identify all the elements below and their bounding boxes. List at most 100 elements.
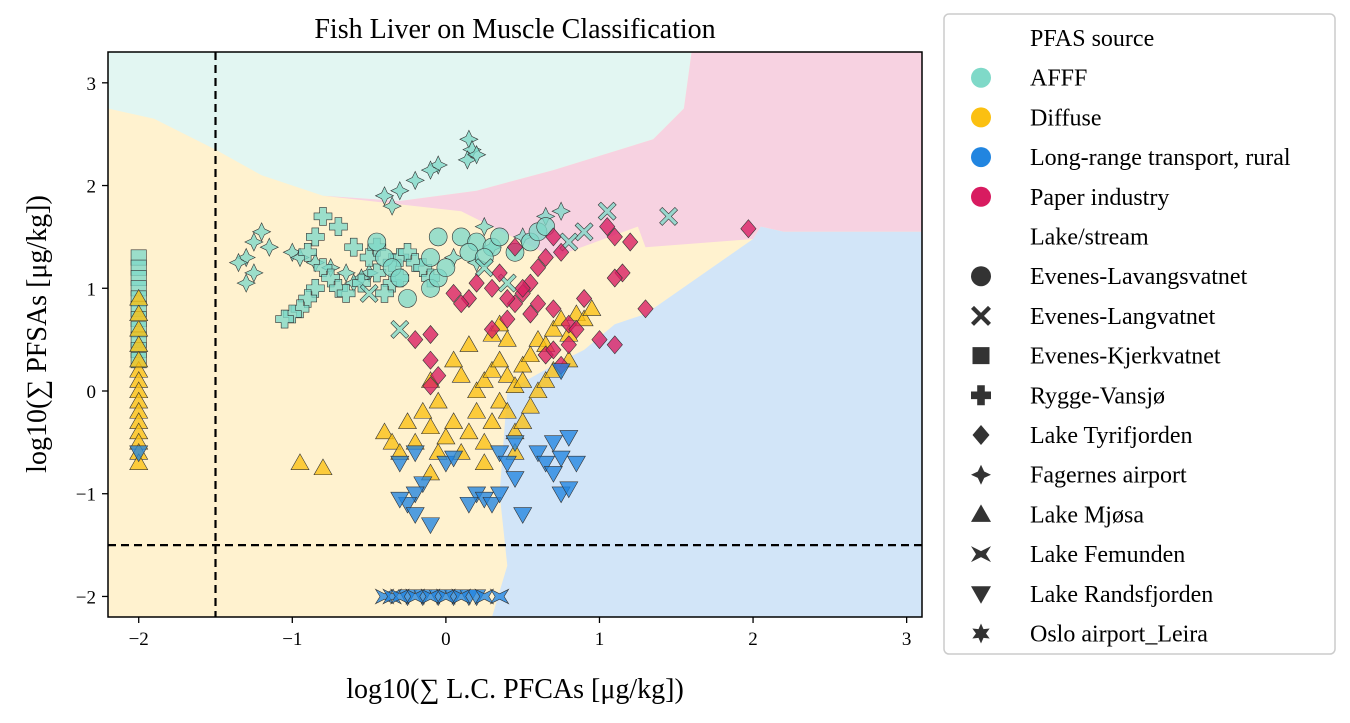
- scatter-point: [413, 476, 433, 494]
- scatter-point: [482, 360, 502, 378]
- legend-label: Fagernes airport: [1030, 463, 1187, 489]
- legend-swatch: [971, 107, 991, 128]
- scatter-point: [451, 365, 471, 383]
- scatter-point: [244, 232, 264, 252]
- y-tick-label: −1: [76, 485, 96, 506]
- x-axis-ticks: −2 −1 0 1 2 3: [129, 617, 911, 650]
- scatter-point: [428, 227, 448, 247]
- scatter-point: [428, 442, 448, 460]
- scatter-point: [536, 371, 556, 388]
- scatter-point: [129, 319, 149, 337]
- scatter-point: [382, 432, 402, 450]
- scatter-point: [551, 201, 571, 221]
- scatter-point: [389, 588, 410, 605]
- legend-label: Evenes-Langvatnet: [1030, 304, 1216, 330]
- scatter-point: [420, 463, 441, 481]
- scatter-point: [459, 496, 479, 514]
- scatter-point: [374, 186, 395, 206]
- scatter-point: [576, 289, 593, 308]
- scatter-point: [374, 422, 395, 440]
- scatter-point: [390, 319, 410, 339]
- scatter-point: [543, 466, 563, 483]
- scatter-point: [444, 412, 464, 429]
- scatter-point: [251, 222, 272, 242]
- scatter-point: [445, 283, 462, 303]
- scatter-point: [405, 253, 425, 272]
- scatter-point: [543, 319, 563, 337]
- scatter-point: [466, 144, 487, 165]
- scatter-point: [505, 435, 525, 453]
- scatter-point: [528, 445, 548, 463]
- scatter-point: [483, 278, 501, 298]
- scatter-point: [405, 486, 425, 504]
- scatter-point: [568, 319, 585, 339]
- scatter-point: [282, 242, 303, 263]
- legend: PFAS source AFFF Diffuse Long-range transpo…: [943, 13, 1336, 655]
- scatter-point: [597, 201, 617, 221]
- scatter-point: [560, 335, 577, 355]
- scatter-point: [490, 391, 510, 409]
- legend-swatch: [971, 67, 991, 88]
- scatter-point: [428, 391, 448, 409]
- scatter-point: [390, 268, 410, 288]
- x-tick-label: 2: [748, 629, 758, 650]
- legend-marker: [972, 623, 990, 644]
- scatter-point: [536, 217, 556, 236]
- legend-label: Long-range transport, rural: [1030, 145, 1291, 171]
- scatter-point: [359, 283, 379, 303]
- scatter-point: [543, 435, 563, 453]
- scatter-point: [490, 350, 510, 368]
- legend-marker: [972, 347, 990, 365]
- scatter-point: [436, 427, 456, 445]
- scatter-point: [482, 496, 502, 514]
- scatter-point: [129, 288, 149, 306]
- y-tick-label: 2: [87, 177, 97, 198]
- x-tick-label: −1: [282, 629, 302, 650]
- scatter-point: [453, 294, 470, 314]
- scatter-point: [397, 412, 418, 429]
- scatter-point: [129, 350, 149, 368]
- scatter-point: [367, 263, 387, 283]
- scatter-point: [490, 486, 510, 504]
- scatter-point: [467, 401, 487, 419]
- legend-marker: [971, 385, 991, 406]
- scatter-point: [290, 453, 310, 470]
- scatter-point: [514, 278, 531, 298]
- y-tick-label: 3: [87, 74, 97, 95]
- scatter-point: [305, 278, 325, 298]
- scatter-point: [491, 263, 508, 283]
- scatter-point: [390, 180, 410, 201]
- legend-label: Evenes-Lavangsvatnet: [1030, 264, 1248, 290]
- scatter-point: [129, 445, 149, 463]
- scatter-point: [405, 170, 425, 191]
- scatter-point: [420, 517, 441, 535]
- legend-title: PFAS source: [1030, 26, 1154, 52]
- legend-label: Lake Randsfjorden: [1030, 582, 1213, 608]
- scatter-point: [483, 319, 501, 339]
- legend-label: Rygge-Vansjø: [1030, 383, 1165, 409]
- legend-marker: [971, 546, 991, 563]
- scatter-point: [468, 273, 485, 293]
- plot-area: [108, 52, 922, 617]
- scatter-point: [474, 371, 494, 388]
- scatter-point: [236, 273, 256, 293]
- scatter-point: [129, 304, 149, 322]
- scatter-point: [398, 289, 417, 308]
- legend-marker: [971, 464, 991, 485]
- scatter-point: [529, 258, 547, 278]
- legend-marker: [971, 586, 991, 604]
- y-tick-label: 0: [87, 382, 97, 403]
- scatter-point: [497, 455, 517, 473]
- scatter-point: [420, 417, 441, 435]
- scatter-point: [407, 330, 424, 350]
- scatter-point: [659, 206, 679, 226]
- legend-label: Lake Femunden: [1030, 542, 1185, 568]
- scatter-point: [606, 268, 623, 288]
- scatter-point: [467, 381, 487, 399]
- scatter-point: [559, 481, 579, 499]
- legend-swatch: [971, 147, 991, 168]
- scatter-point: [520, 345, 540, 363]
- scatter-point: [382, 196, 402, 216]
- scatter-point: [298, 243, 318, 262]
- x-tick-label: 1: [595, 629, 605, 650]
